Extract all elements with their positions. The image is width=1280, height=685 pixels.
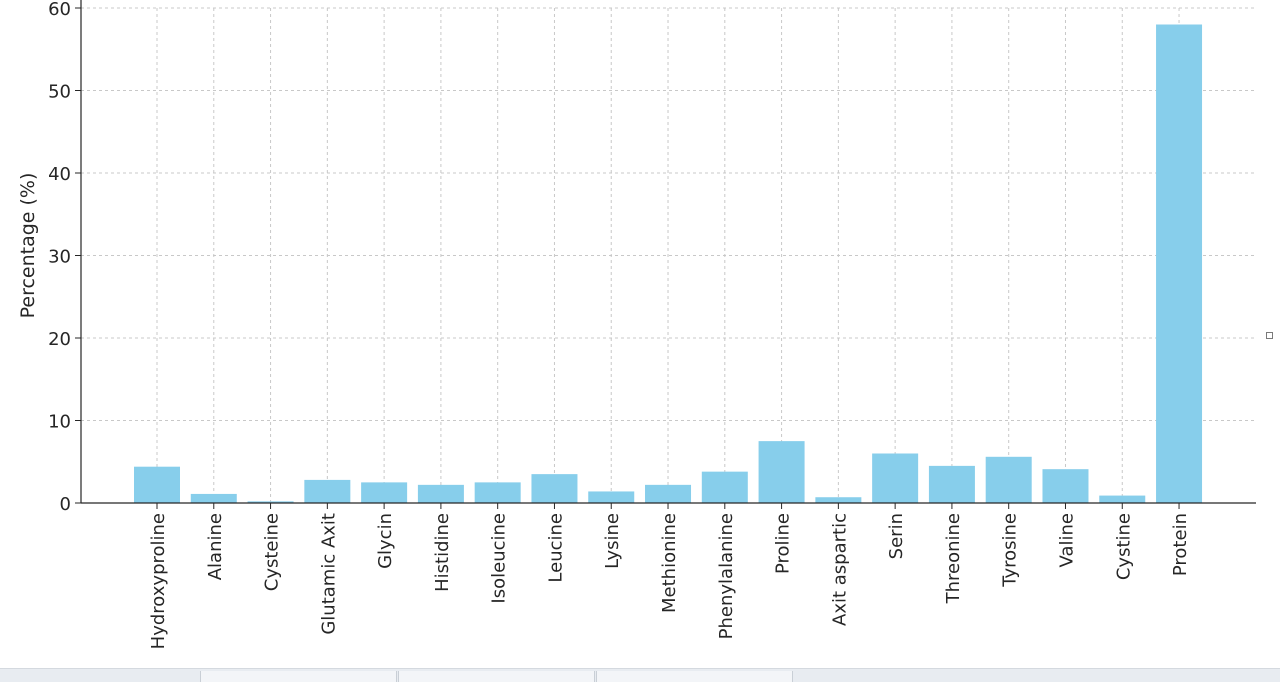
y-tick-label: 40 [48, 164, 71, 185]
strip-tab[interactable] [398, 671, 595, 682]
bar-histidine [417, 484, 464, 503]
x-tick-label: Tyrosine [1000, 513, 1021, 588]
bar-cysteine [247, 501, 294, 503]
resize-handle[interactable] [1266, 332, 1273, 339]
x-tick-label: Valine [1056, 513, 1077, 567]
y-tick-label: 50 [48, 82, 71, 103]
bar-glutamic-axit [304, 479, 351, 503]
x-tick-label: Cystine [1113, 513, 1134, 580]
bar-leucine [531, 474, 578, 503]
bar-alanine [190, 493, 237, 503]
bar-threonine [928, 465, 975, 503]
bar-cystine [1099, 495, 1146, 503]
bar-glycin [361, 482, 408, 503]
x-tick-label: Isoleucine [489, 513, 510, 604]
bar-valine [1042, 469, 1089, 503]
strip-tab[interactable] [200, 671, 397, 682]
y-tick-label: 30 [48, 247, 71, 268]
x-tick-label: Threonine [943, 513, 964, 604]
window-bottom-strip [0, 668, 1280, 682]
bar-hydroxyproline [134, 466, 180, 503]
bar-lysine [588, 491, 635, 503]
bar-methionine [645, 484, 692, 503]
x-tick-label: Alanine [205, 513, 226, 580]
x-tick-label: Methionine [659, 513, 680, 613]
x-tick-label: Glutamic Axit [318, 513, 339, 635]
bar-protein [1156, 24, 1203, 503]
y-tick-label: 60 [48, 0, 71, 20]
x-tick-label: Serin [886, 513, 907, 559]
bar-phenylalanine [701, 471, 748, 503]
bar-proline [758, 441, 805, 503]
y-tick-label: 10 [48, 412, 71, 433]
bar-serin [872, 453, 919, 503]
x-tick-label: Proline [773, 513, 794, 574]
x-tick-label: Cysteine [262, 513, 283, 591]
strip-tab[interactable] [596, 671, 793, 682]
x-tick-label: Lysine [602, 513, 623, 569]
x-tick-label: Glycin [375, 513, 396, 569]
y-tick-label: 0 [60, 494, 71, 515]
y-axis-title: Percentage (%) [17, 173, 39, 319]
bar-tyrosine [985, 456, 1032, 503]
x-tick-label: Phenylalanine [716, 513, 737, 639]
x-tick-label: Leucine [545, 513, 566, 583]
y-tick-label: 20 [48, 329, 71, 350]
bar-isoleucine [474, 482, 521, 503]
x-tick-label: Histidine [432, 513, 453, 592]
bar-axit-aspartic [815, 497, 862, 503]
x-tick-label: Axit aspartic [829, 513, 850, 626]
x-tick-label: Hydroxyproline [148, 513, 169, 649]
x-tick-label: Protein [1170, 513, 1191, 576]
